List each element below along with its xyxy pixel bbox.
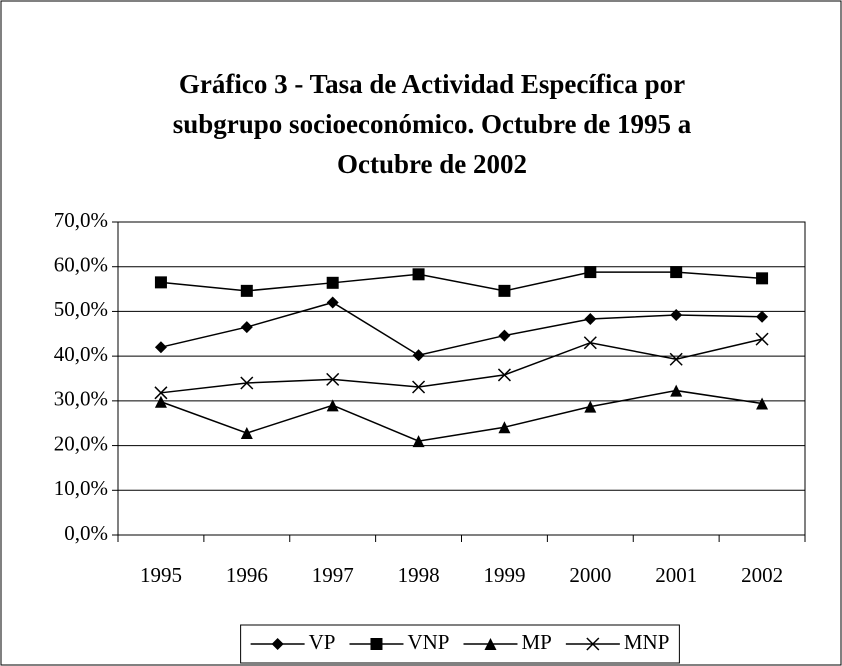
series-line [160,301,763,357]
marker [412,268,425,281]
x-tick-label: 1996 [226,563,268,587]
marker [584,266,597,279]
y-tick-label: 50,0% [54,297,108,321]
x-tick-label: 2001 [655,563,697,587]
marker [498,421,511,434]
legend-label: VNP [407,630,449,654]
marker [484,638,497,650]
marker [756,397,769,410]
marker [583,336,597,350]
marker [670,309,683,322]
marker [755,332,769,346]
marker [240,321,253,334]
y-tick-label: 0,0% [64,521,108,545]
legend-label: MNP [624,630,670,654]
marker [271,638,284,650]
chart-title: subgrupo socioeconómico. Octubre de 1995… [173,109,692,139]
marker [756,272,769,285]
x-tick-label: 1995 [140,563,182,587]
marker [412,435,425,448]
marker [326,399,339,412]
marker [154,386,168,400]
x-tick-label: 2000 [569,563,611,587]
marker [498,284,511,297]
marker [240,284,253,297]
marker [498,329,511,342]
marker [370,638,383,650]
y-tick-label: 60,0% [54,253,108,277]
x-tick-label: 1997 [312,563,354,587]
marker [154,395,167,408]
legend-label: MP [521,630,551,654]
marker [669,352,683,366]
series-line [160,389,763,442]
marker [584,400,597,413]
marker [670,384,683,397]
marker [154,276,167,289]
legend-label: VP [309,630,336,654]
y-tick-label: 40,0% [54,342,108,366]
series-line [160,338,763,394]
y-tick-label: 20,0% [54,431,108,455]
marker [670,266,683,279]
marker [412,349,425,362]
marker [326,276,339,289]
marker [326,296,339,309]
legend: VP VNP MP MNP [240,624,680,664]
y-tick-label: 10,0% [54,476,108,500]
series-line [160,271,763,292]
plot-area [117,221,806,536]
marker [412,380,426,394]
marker [154,341,167,354]
x-tick-label: 1999 [483,563,525,587]
marker [497,368,511,382]
x-tick-label: 1998 [398,563,440,587]
marker [584,313,597,326]
x-tick-label: 2002 [741,563,783,587]
marker [756,310,769,323]
marker [240,376,254,390]
marker [326,372,340,386]
chart-title: Octubre de 2002 [337,149,527,179]
marker [240,427,253,440]
marker [586,637,600,651]
y-tick-label: 70,0% [54,208,108,232]
y-tick-label: 30,0% [54,387,108,411]
chart-title: Gráfico 3 - Tasa de Actividad Específica… [179,69,685,99]
